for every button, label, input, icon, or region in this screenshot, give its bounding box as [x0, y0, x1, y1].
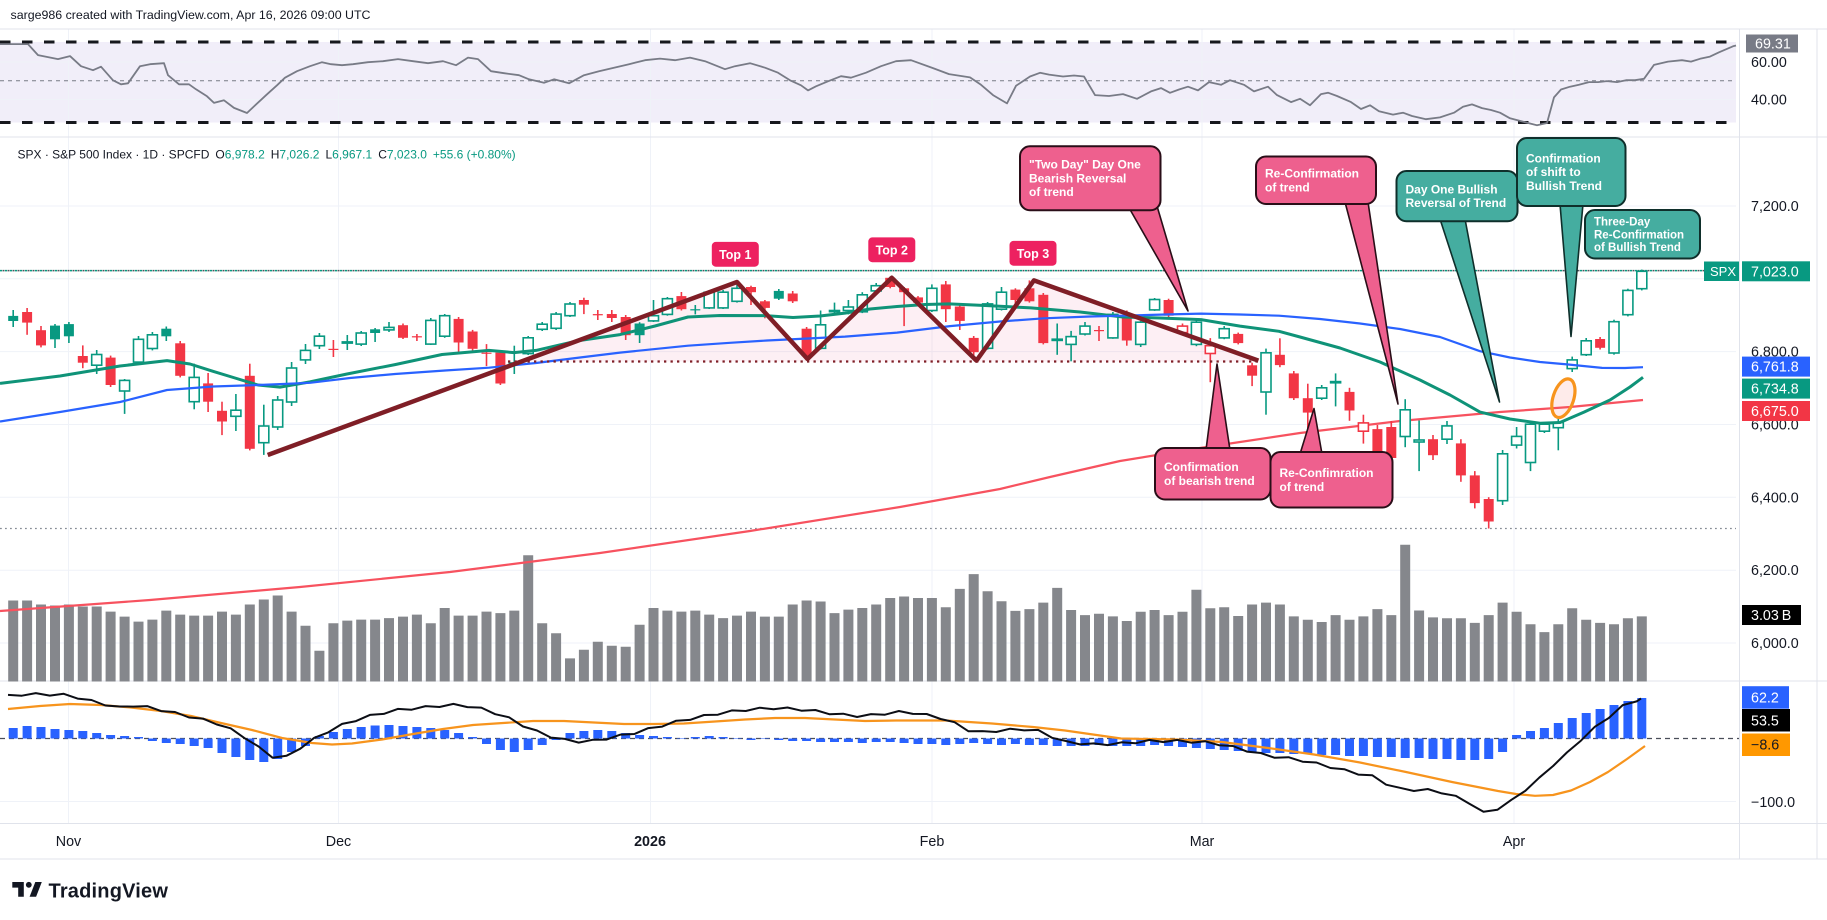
svg-text:Confirmation: Confirmation: [1526, 151, 1601, 165]
svg-text:Dec: Dec: [326, 834, 351, 850]
svg-text:sarge986 created with TradingV: sarge986 created with TradingView.com, A…: [11, 8, 371, 22]
svg-text:6,734.8: 6,734.8: [1751, 382, 1799, 398]
svg-text:Re-Confimration: Re-Confimration: [1280, 466, 1374, 480]
svg-text:Bearish Reversal: Bearish Reversal: [1029, 171, 1126, 185]
svg-text:SPX · S&P 500 Index · 1D · SPC: SPX · S&P 500 Index · 1D · SPCFD O6,978.…: [18, 148, 516, 162]
svg-text:of bearish trend: of bearish trend: [1164, 474, 1255, 488]
svg-text:7,023.0: 7,023.0: [1751, 264, 1799, 280]
svg-text:6,200.0: 6,200.0: [1751, 563, 1799, 579]
svg-text:"Two Day" Day One: "Two Day" Day One: [1029, 158, 1141, 172]
svg-text:TradingView: TradingView: [49, 881, 169, 903]
svg-text:6,675.0: 6,675.0: [1751, 404, 1799, 420]
svg-text:Apr: Apr: [1503, 834, 1525, 850]
svg-text:Confirmation: Confirmation: [1164, 460, 1239, 474]
svg-text:of trend: of trend: [1029, 185, 1074, 199]
svg-text:6,600.0: 6,600.0: [1751, 418, 1799, 434]
svg-text:6,400.0: 6,400.0: [1751, 490, 1799, 506]
svg-text:6,000.0: 6,000.0: [1751, 636, 1799, 652]
svg-text:6,761.8: 6,761.8: [1751, 360, 1799, 376]
svg-text:Three-Day: Three-Day: [1594, 217, 1651, 229]
svg-text:40.00: 40.00: [1751, 93, 1787, 109]
svg-text:60.00: 60.00: [1751, 55, 1787, 71]
svg-text:of shift to: of shift to: [1526, 165, 1581, 179]
svg-text:−8.6: −8.6: [1751, 738, 1779, 754]
svg-text:53.5: 53.5: [1751, 713, 1779, 729]
svg-text:Re-Confirmation: Re-Confirmation: [1594, 229, 1684, 241]
svg-text:of trend: of trend: [1280, 480, 1325, 494]
svg-text:−100.0: −100.0: [1751, 795, 1795, 811]
svg-text:Top 1: Top 1: [719, 248, 751, 262]
svg-text:Mar: Mar: [1190, 834, 1215, 850]
svg-text:2026: 2026: [634, 834, 666, 850]
svg-text:7,200.0: 7,200.0: [1751, 199, 1799, 215]
svg-text:3.03 B: 3.03 B: [1751, 608, 1791, 624]
svg-text:Feb: Feb: [920, 834, 945, 850]
svg-text:of Bullish Trend: of Bullish Trend: [1594, 242, 1681, 254]
svg-text:69.31: 69.31: [1755, 37, 1791, 53]
svg-text:of trend: of trend: [1265, 180, 1310, 194]
svg-text:SPX: SPX: [1710, 264, 1736, 279]
svg-text:Reversal of Trend: Reversal of Trend: [1406, 196, 1507, 210]
svg-text:Day One Bullish: Day One Bullish: [1406, 182, 1498, 196]
svg-text:Re-Confirmation: Re-Confirmation: [1265, 167, 1359, 181]
svg-text:Bullish Trend: Bullish Trend: [1526, 179, 1602, 193]
svg-text:Nov: Nov: [56, 834, 82, 850]
svg-text:Top 2: Top 2: [876, 243, 908, 257]
svg-text:Top 3: Top 3: [1017, 247, 1049, 261]
svg-text:62.2: 62.2: [1751, 691, 1779, 707]
